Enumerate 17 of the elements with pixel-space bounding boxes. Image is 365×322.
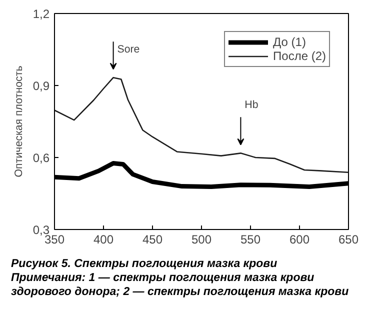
annotation: Hb <box>244 99 258 112</box>
x-tick-label: 600 <box>289 232 310 246</box>
text: Рисунок 5. Спектры поглощения мазка крови <box>11 258 278 270</box>
text: Примечания: 1 — спектры поглощения мазка крови здорового донора; 2 — спектры поглощения мазка крови <box>11 272 349 298</box>
legend-label: До (1) <box>273 35 306 49</box>
x-tick-label: 650 <box>338 232 359 246</box>
x-tick-label: 550 <box>240 232 261 246</box>
x-tick-label: 500 <box>191 232 212 246</box>
legend-label: После (2) <box>273 49 326 63</box>
x-tick-label: 400 <box>93 232 114 246</box>
y-tick-label: 1,2 <box>32 7 50 21</box>
annotation: Sore <box>117 44 140 56</box>
x-tick-label: 450 <box>142 232 163 246</box>
y-tick-label: 0,6 <box>32 151 50 165</box>
line-series <box>54 76 348 174</box>
y-tick-label: 0,9 <box>32 79 50 93</box>
y-axis-title: Оптическая плотность <box>12 65 25 178</box>
